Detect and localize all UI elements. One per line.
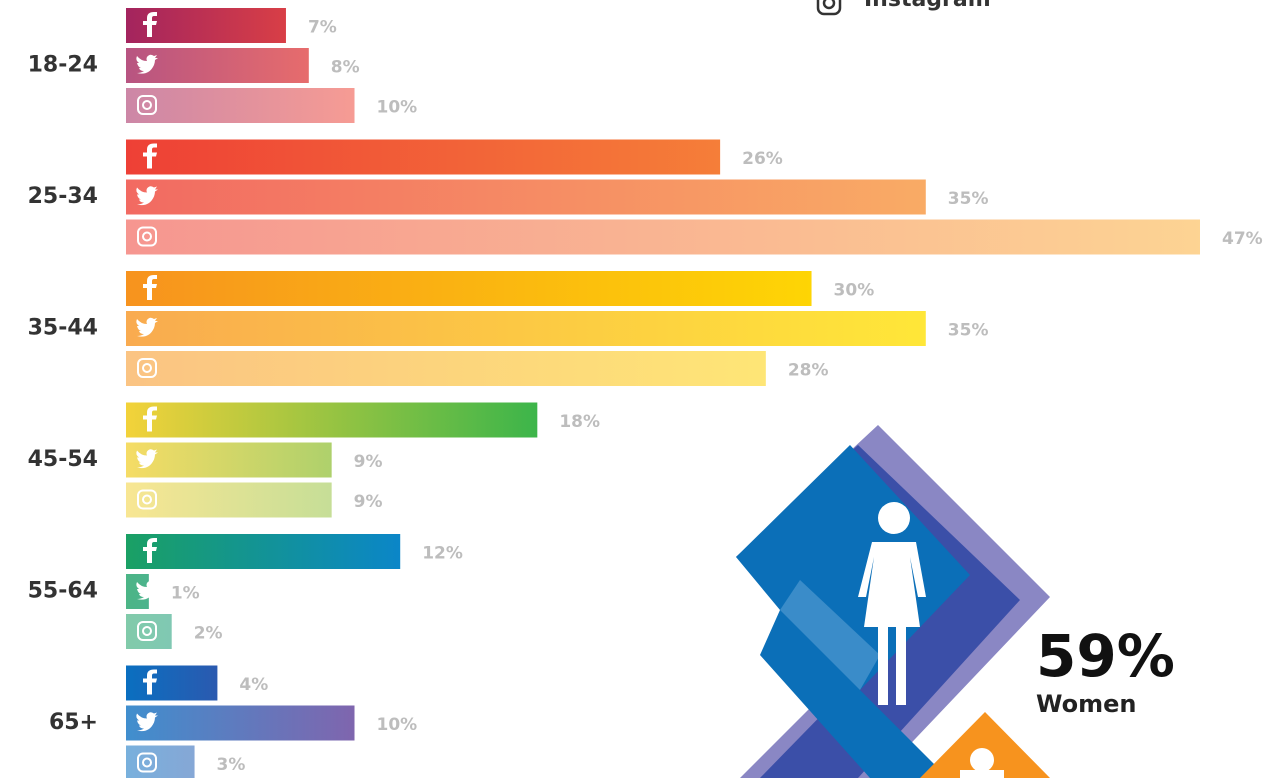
value-label: 2% <box>194 624 223 644</box>
value-label: 26% <box>742 149 783 169</box>
bar <box>126 706 355 741</box>
callout-figure: 59% <box>1036 622 1175 690</box>
age-label: 25-34 <box>28 184 98 209</box>
age-label: 45-54 <box>28 447 98 472</box>
value-label: 10% <box>377 98 418 118</box>
age-label: 35-44 <box>28 316 98 341</box>
bar <box>126 534 400 569</box>
bar <box>126 140 720 175</box>
value-label: 28% <box>788 361 829 381</box>
age-label: 18-24 <box>28 53 98 78</box>
bar <box>126 220 1200 255</box>
callout-graphic <box>736 425 1050 778</box>
chart: 59% Women 18-24 7% 8% 10% 25-34 26% 35% 47% 35-4… <box>0 0 1281 778</box>
bar <box>126 271 812 306</box>
value-label: 8% <box>331 58 360 78</box>
value-label: 30% <box>834 281 875 301</box>
bar <box>126 351 766 386</box>
bar <box>126 614 172 649</box>
bar <box>126 666 217 701</box>
bar <box>126 180 926 215</box>
legend-label: Instagram <box>864 0 991 12</box>
value-label: 9% <box>354 452 383 472</box>
value-label: 12% <box>422 544 463 564</box>
value-label: 7% <box>308 18 337 38</box>
value-label: 18% <box>559 412 600 432</box>
value-label: 10% <box>377 715 418 735</box>
age-label: 55-64 <box>28 579 98 604</box>
legend-icon <box>824 0 834 8</box>
value-label: 3% <box>217 755 246 775</box>
bar <box>126 88 355 123</box>
age-label: 65+ <box>49 710 98 735</box>
bar <box>126 443 332 478</box>
value-label: 9% <box>354 492 383 512</box>
callout-label: Women <box>1036 690 1136 718</box>
bar <box>126 311 926 346</box>
value-label: 35% <box>948 321 989 341</box>
page: {"chart_data": {"type": "bar", "orientat… <box>0 0 1281 778</box>
bar <box>126 746 195 778</box>
value-label: 47% <box>1222 229 1263 249</box>
bar <box>126 403 537 438</box>
value-label: 35% <box>948 189 989 209</box>
value-label: 4% <box>239 675 268 695</box>
value-label: 1% <box>171 584 200 604</box>
